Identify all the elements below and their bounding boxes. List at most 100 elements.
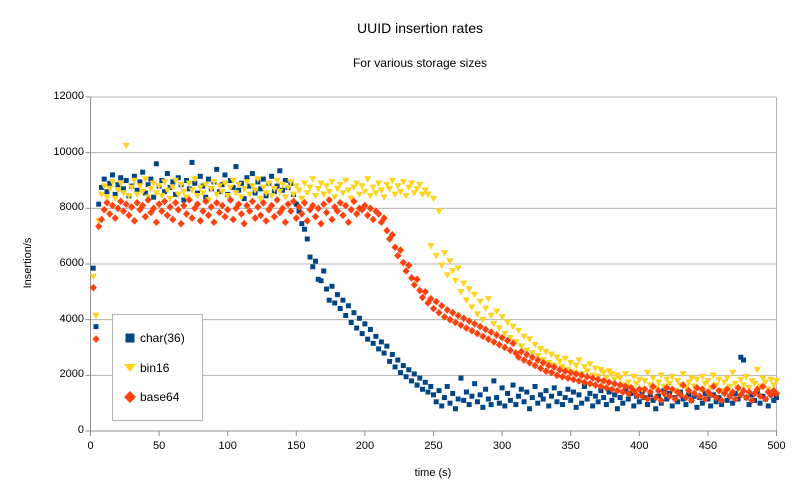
data-point-diamond [517, 347, 525, 356]
data-point-square [546, 403, 552, 409]
data-point-diamond [421, 288, 429, 296]
data-point-diamond [240, 219, 248, 228]
data-point-triangle-down [547, 351, 556, 359]
data-point-diamond [501, 343, 509, 352]
data-point-diamond [756, 392, 764, 401]
data-point-square [576, 392, 582, 398]
data-point-triangle-down [303, 190, 311, 197]
data-point-triangle-down [152, 190, 160, 197]
data-point-square [477, 392, 483, 398]
y-tick-label: 2000 [59, 368, 84, 381]
data-point-diamond [594, 375, 602, 384]
data-point-diamond [342, 201, 350, 210]
legend-entry-base64: base64 [122, 390, 202, 404]
data-point-triangle-down [122, 142, 130, 150]
data-point-diamond [465, 317, 473, 325]
data-point-triangle-down [92, 312, 100, 320]
data-point-diamond [514, 353, 523, 362]
data-point-triangle-down [336, 181, 344, 189]
data-point-square [444, 383, 450, 389]
data-point-square [573, 404, 579, 410]
data-point-triangle-down [193, 193, 202, 200]
data-point-triangle-down [235, 181, 243, 189]
data-point-square [123, 178, 129, 183]
data-point-triangle-down [224, 193, 232, 200]
data-point-diamond [311, 212, 320, 221]
data-point-square [436, 388, 442, 394]
data-point-diamond [580, 378, 589, 387]
data-point-diamond [772, 389, 781, 398]
data-point-diamond [531, 361, 539, 370]
data-point-square [321, 268, 327, 274]
data-point-triangle-down [350, 184, 358, 192]
data-point-triangle-down [572, 362, 580, 370]
data-point-square [570, 389, 576, 395]
data-point-diamond [649, 382, 657, 391]
data-point-diamond [273, 196, 281, 204]
data-point-diamond [503, 336, 512, 345]
data-point-diamond [723, 385, 731, 394]
data-point-square [140, 169, 146, 175]
data-point-square [233, 164, 239, 170]
data-point-triangle-down [246, 191, 254, 199]
data-point-triangle-down [495, 325, 503, 332]
data-point-square [645, 402, 651, 408]
data-point-square [395, 357, 401, 363]
data-point-diamond [369, 215, 377, 224]
data-point-triangle-down [128, 184, 136, 192]
data-point-triangle-down [375, 180, 383, 187]
data-point-diamond [484, 335, 492, 343]
data-point-diamond [306, 205, 314, 214]
data-point-triangle-down [265, 180, 273, 187]
data-point-triangle-down [281, 194, 289, 201]
data-point-square [559, 402, 565, 408]
data-point-square [595, 399, 601, 405]
data-point-triangle-down [679, 371, 687, 378]
data-point-diamond [136, 205, 144, 214]
data-point-triangle-down [328, 179, 336, 186]
data-point-square [452, 406, 458, 412]
data-point-diamond [204, 211, 213, 220]
data-point-triangle-down [215, 183, 224, 190]
data-point-diamond [410, 281, 418, 289]
data-point-diamond [432, 297, 440, 306]
data-point-square [334, 292, 340, 298]
data-point-diamond [553, 371, 561, 380]
data-point-triangle-down [643, 369, 652, 377]
data-point-square [389, 351, 395, 357]
data-point-triangle-down [166, 195, 174, 203]
data-point-square [774, 395, 779, 401]
data-point-diamond [602, 384, 610, 392]
data-point-diamond [429, 304, 438, 313]
data-point-diamond [133, 198, 141, 207]
data-point-square [669, 403, 675, 409]
data-point-diamond [333, 207, 342, 215]
data-point-square [260, 176, 266, 182]
data-point-triangle-down [558, 364, 567, 371]
data-point-triangle-down [339, 190, 347, 197]
data-point-square [277, 168, 283, 174]
data-point-triangle-down [257, 195, 265, 203]
data-point-square [488, 402, 494, 408]
data-point-triangle-down [268, 193, 276, 200]
data-point-diamond [160, 197, 169, 206]
data-point-triangle-down [399, 179, 407, 186]
data-point-diamond [731, 395, 739, 403]
data-point-square [101, 176, 107, 182]
data-point-square [153, 161, 159, 167]
data-point-square [269, 173, 275, 179]
data-point-diamond [344, 218, 353, 227]
data-point-diamond [158, 207, 166, 215]
data-point-diamond [550, 363, 558, 371]
data-point-triangle-down [503, 319, 512, 327]
data-point-diamond [460, 314, 468, 323]
data-point-diamond [317, 219, 325, 228]
data-point-square [598, 388, 604, 394]
data-point-triangle-down [556, 358, 564, 366]
data-point-diamond [361, 201, 369, 210]
data-point-triangle-down [388, 177, 396, 185]
data-point-diamond [652, 393, 660, 402]
data-point-diamond [745, 388, 753, 396]
data-point-triangle-down [317, 180, 325, 187]
data-point-triangle-down [767, 376, 775, 384]
